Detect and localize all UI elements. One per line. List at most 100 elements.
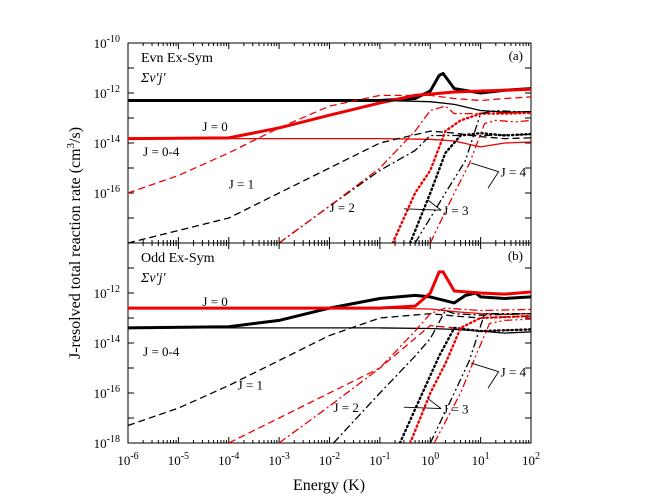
series-line xyxy=(128,99,531,113)
y-tick-label-exp: -12 xyxy=(107,284,120,295)
x-tick-label: 102 xyxy=(522,451,540,468)
series-label: J = 0-4 xyxy=(143,144,180,159)
x-tick-label-exp: 2 xyxy=(535,451,540,462)
series-line xyxy=(433,318,531,443)
y-tick-label-exp: -10 xyxy=(107,34,120,45)
panel-tag: (a) xyxy=(509,48,523,63)
x-tick-label-base: 10 xyxy=(319,453,332,468)
x-tick-label-exp: -6 xyxy=(130,451,138,462)
leader-line xyxy=(471,362,499,373)
y-tick-label-exp: -16 xyxy=(107,184,120,195)
panel-subtitle: Σv′j′ xyxy=(140,71,166,86)
leader-line xyxy=(403,406,442,410)
series-line xyxy=(391,111,531,243)
series-line xyxy=(278,307,531,443)
x-tick-label-exp: -4 xyxy=(231,451,239,462)
y-tick-label-exp: -14 xyxy=(107,134,120,145)
y-tick-label-base: 10 xyxy=(94,136,107,151)
series-line xyxy=(333,309,531,443)
leader-line xyxy=(427,398,442,409)
x-tick-label: 10-3 xyxy=(268,451,289,468)
series-label: J = 1 xyxy=(238,377,263,392)
leader-line xyxy=(471,162,499,173)
x-tick-label-exp: 1 xyxy=(485,451,490,462)
y-tick-label-base: 10 xyxy=(94,36,107,51)
x-tick-label-base: 10 xyxy=(268,453,281,468)
y-tick-label: 10-12 xyxy=(94,284,120,301)
x-tick-label-exp: -3 xyxy=(281,451,289,462)
leader-line xyxy=(487,371,500,389)
y-tick-label: 10-18 xyxy=(94,434,120,451)
y-tick-label: 10-14 xyxy=(94,134,120,151)
series-line xyxy=(128,327,531,334)
panel-tag: (b) xyxy=(508,248,523,263)
series-label: J = 4 xyxy=(501,365,527,380)
series-label: J = 0 xyxy=(202,119,227,134)
y-tick-label: 10-12 xyxy=(94,84,120,101)
x-tick-label-base: 10 xyxy=(117,453,130,468)
series-line xyxy=(128,291,531,330)
x-axis-title: Energy (K) xyxy=(293,477,365,494)
x-tick-label-exp: -1 xyxy=(382,451,390,462)
series-label: J = 1 xyxy=(229,177,254,192)
x-tick-label: 10-1 xyxy=(369,451,390,468)
x-tick-label: 10-2 xyxy=(319,451,340,468)
series-group xyxy=(128,270,531,443)
x-tick-label-base: 10 xyxy=(522,453,535,468)
series-label: J = 0-4 xyxy=(143,344,180,359)
series-line xyxy=(398,326,531,443)
series-line xyxy=(128,312,531,427)
series-label: J = 0 xyxy=(202,294,227,309)
series-line xyxy=(429,119,531,243)
series-line xyxy=(228,324,531,443)
x-axis-tick-labels: 10-6 10-5 10-4 10-3 10-2 10-1 100 101 102 xyxy=(117,451,540,468)
y-tick-label-exp: -14 xyxy=(107,334,120,345)
series-label: J = 2 xyxy=(330,200,355,215)
label-leaders xyxy=(403,162,500,211)
series-label: J = 3 xyxy=(443,402,468,417)
x-tick-label: 10-4 xyxy=(218,451,239,468)
series-line xyxy=(278,105,531,243)
y-tick-label-base: 10 xyxy=(94,286,107,301)
x-tick-label-exp: 0 xyxy=(434,451,439,462)
y-tick-label: 10-10 xyxy=(94,34,120,51)
x-tick-label-base: 10 xyxy=(421,453,434,468)
y-tick-label: 10-16 xyxy=(94,384,120,401)
panel-title: Evn Ex-Sym xyxy=(141,51,213,66)
y-tick-label-exp: -16 xyxy=(107,384,120,395)
y-tick-label: 10-14 xyxy=(94,334,120,351)
series-line xyxy=(409,131,531,243)
label-leaders xyxy=(403,362,500,410)
series-group xyxy=(128,72,531,243)
y-axis-title-main: J-resolved total reaction rate (cm xyxy=(67,148,84,359)
x-tick-label-base: 10 xyxy=(218,453,231,468)
y-tick-label-base: 10 xyxy=(94,86,107,101)
series-line xyxy=(128,130,531,243)
y-tick-label-base: 10 xyxy=(94,186,107,201)
x-tick-label: 101 xyxy=(472,451,490,468)
leader-line xyxy=(427,199,442,211)
x-tick-label-base: 10 xyxy=(472,453,485,468)
series-line xyxy=(414,109,531,243)
y-tick-label-exp: -12 xyxy=(107,84,120,95)
x-tick-label: 10-5 xyxy=(168,451,189,468)
x-tick-label: 100 xyxy=(421,451,439,468)
series-line xyxy=(278,133,531,243)
x-tick-label-exp: -2 xyxy=(332,451,340,462)
x-tick-label: 10-6 xyxy=(117,451,138,468)
y-tick-label-exp: -18 xyxy=(107,434,120,445)
series-line xyxy=(128,270,531,310)
panel-title: Odd Ex-Sym xyxy=(141,251,215,266)
y-axis-title-tail: /s) xyxy=(67,127,84,143)
y-axis-title: J-resolved total reaction rate (cm3/s) xyxy=(65,127,84,359)
x-tick-label-base: 10 xyxy=(369,453,382,468)
leader-line xyxy=(487,171,500,189)
panel-subtitle: Σv′j′ xyxy=(140,271,166,286)
series-line xyxy=(429,312,531,443)
y-tick-label-base: 10 xyxy=(94,336,107,351)
leader-line xyxy=(403,208,442,211)
series-line xyxy=(128,94,531,194)
